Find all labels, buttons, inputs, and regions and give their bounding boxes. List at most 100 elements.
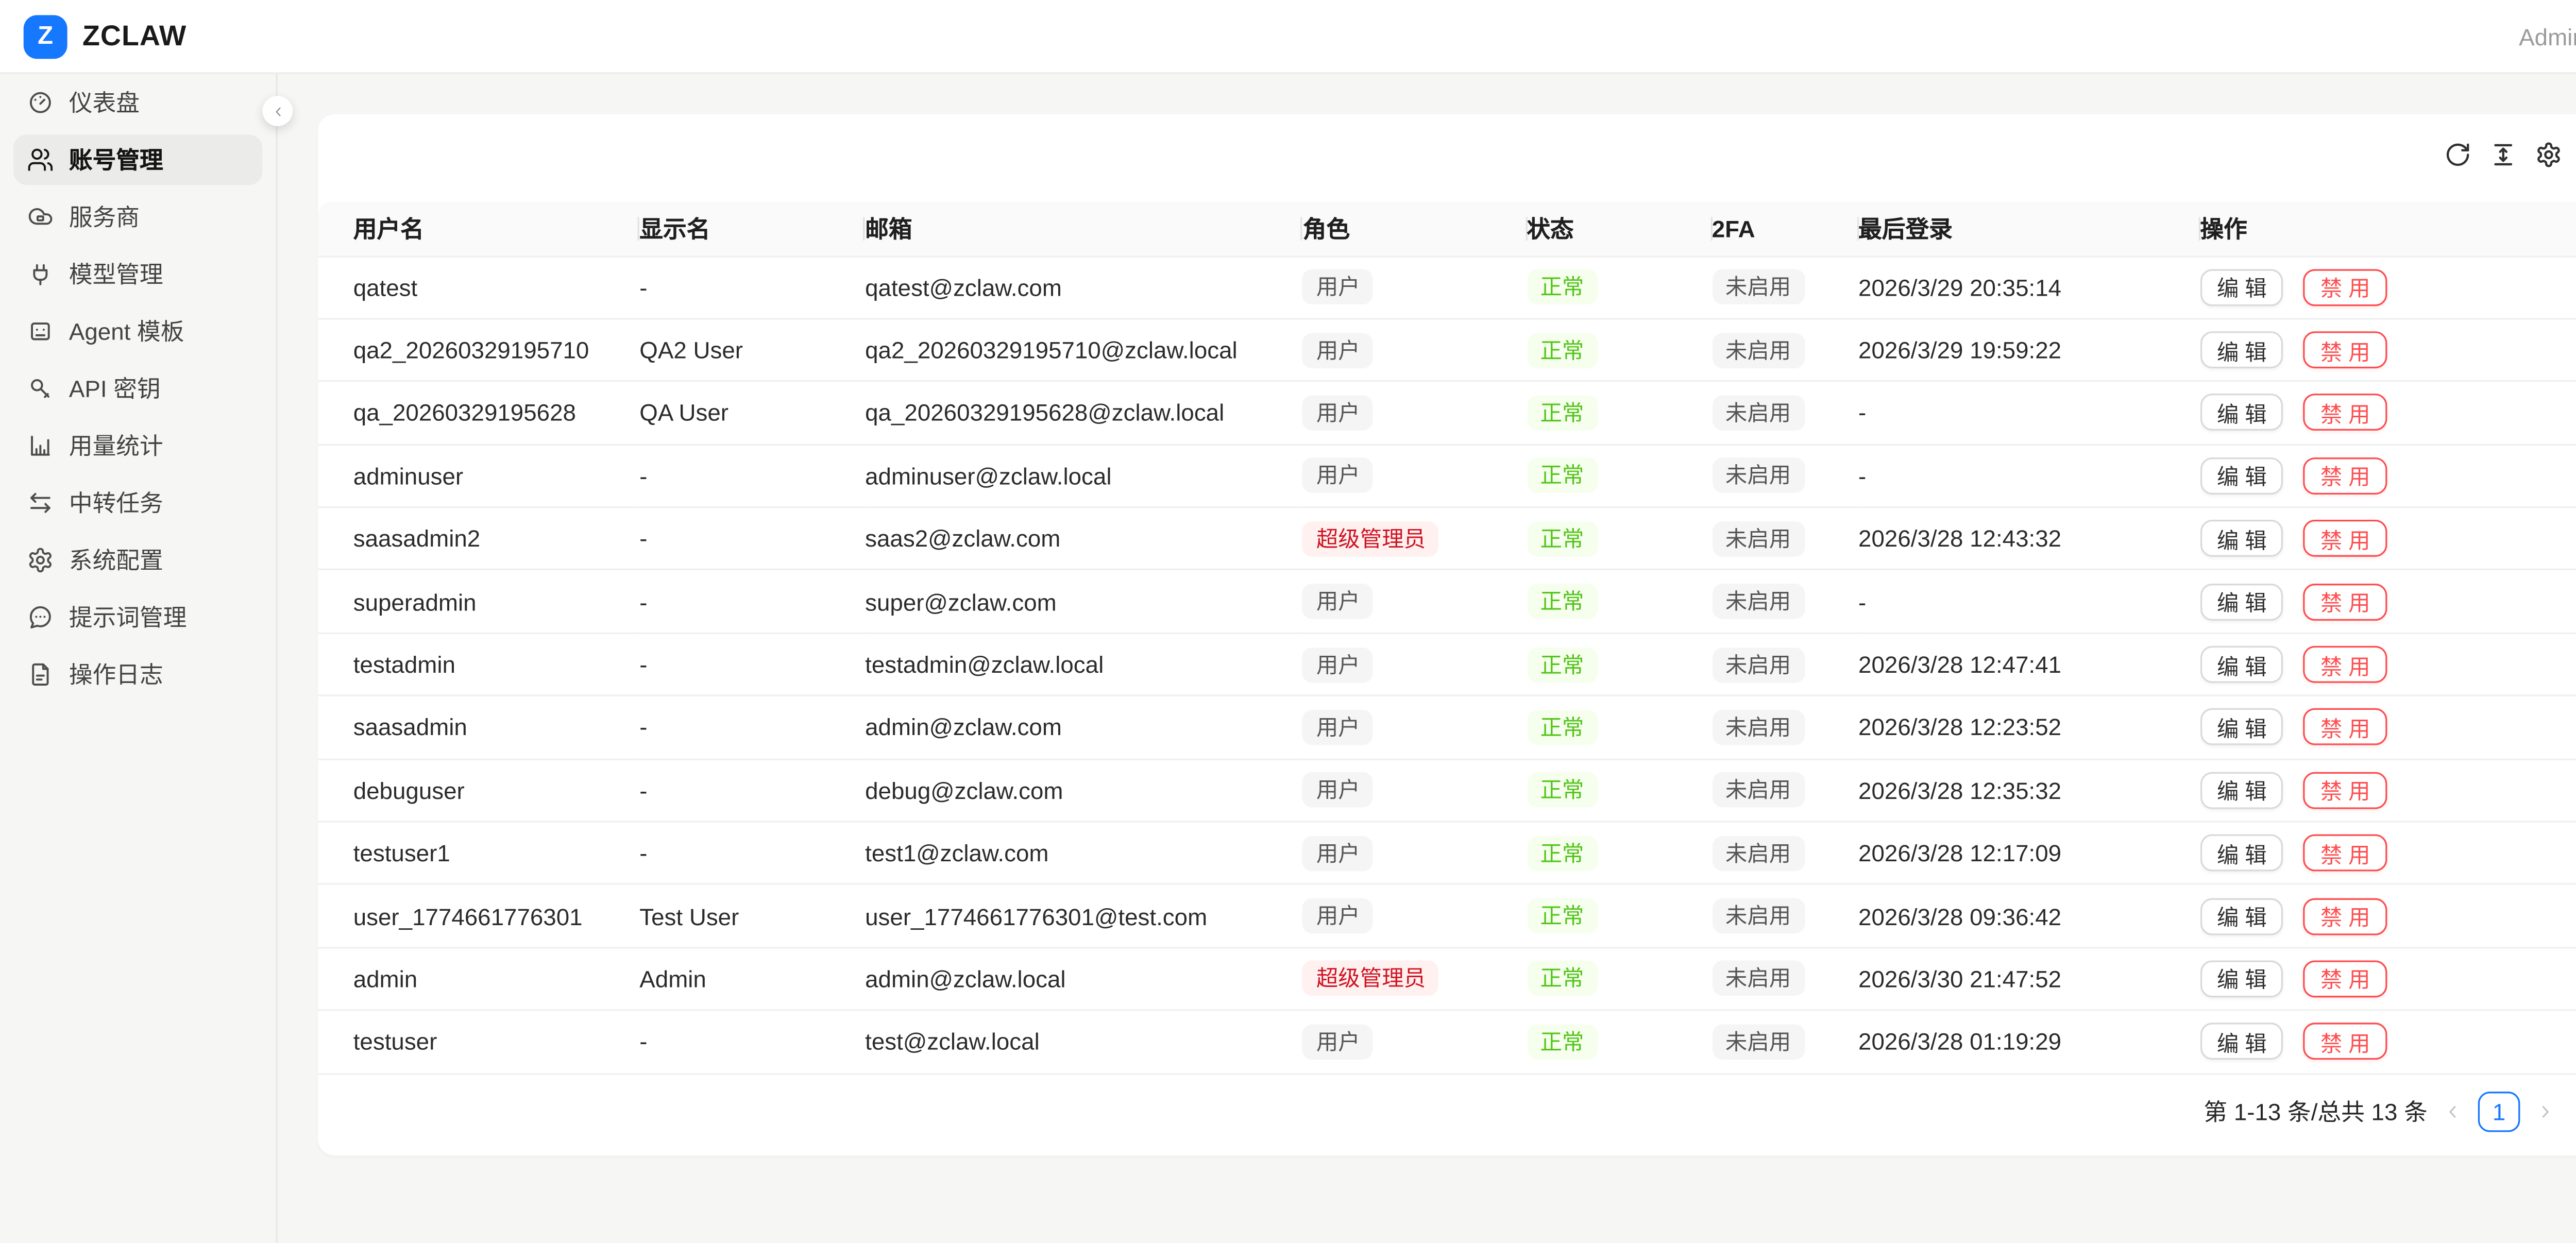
twofa-badge: 未启用	[1711, 521, 1805, 556]
status-badge: 正常	[1527, 269, 1598, 305]
status-badge: 正常	[1527, 646, 1598, 683]
disable-button[interactable]: 禁 用	[2303, 835, 2387, 872]
cell-actions: 编 辑 禁 用	[2200, 318, 2576, 383]
key-icon	[27, 375, 54, 402]
disable-button[interactable]: 禁 用	[2303, 394, 2387, 432]
cell-last-login: 2026/3/28 12:35:32	[1858, 759, 2200, 823]
disable-button[interactable]: 禁 用	[2303, 331, 2387, 369]
edit-button[interactable]: 编 辑	[2200, 835, 2284, 872]
cell-email: super@zclaw.com	[865, 570, 1303, 634]
cell-role: 用户	[1302, 381, 1527, 446]
disable-button[interactable]: 禁 用	[2303, 457, 2387, 495]
disable-button[interactable]: 禁 用	[2303, 645, 2387, 683]
sidebar-collapse-button[interactable]	[262, 96, 293, 126]
edit-button[interactable]: 编 辑	[2200, 331, 2284, 369]
chevron-left-icon	[2443, 1101, 2463, 1121]
cell-role: 用户	[1302, 633, 1527, 697]
disable-button[interactable]: 禁 用	[2303, 583, 2387, 620]
cell-last-login: 2026/3/30 21:47:52	[1858, 947, 2200, 1012]
edit-button[interactable]: 编 辑	[2200, 645, 2284, 683]
cell-last-login: 2026/3/28 12:23:52	[1858, 695, 2200, 760]
refresh-button[interactable]	[2444, 141, 2471, 168]
cell-username: debuguser	[318, 759, 640, 823]
disable-button[interactable]: 禁 用	[2303, 960, 2387, 998]
cell-2fa: 未启用	[1711, 884, 1859, 948]
cell-username: qa_20260329195628	[318, 381, 640, 446]
sidebar-item-cloud[interactable]: 服务商	[13, 192, 262, 242]
cell-username: superadmin	[318, 570, 640, 634]
edit-button[interactable]: 编 辑	[2200, 583, 2284, 620]
column-header-3: 邮箱	[865, 201, 1303, 257]
cell-last-login: 2026/3/28 01:19:29	[1858, 1010, 2200, 1075]
edit-button[interactable]: 编 辑	[2200, 394, 2284, 432]
cell-email: admin@zclaw.com	[865, 695, 1303, 760]
column-settings-button[interactable]	[2535, 141, 2562, 168]
edit-button[interactable]: 编 辑	[2200, 897, 2284, 935]
edit-button[interactable]: 编 辑	[2200, 268, 2284, 306]
role-badge: 用户	[1302, 898, 1374, 934]
sidebar-item-bot[interactable]: Agent 模板	[13, 306, 262, 356]
sidebar-item-users[interactable]: 账号管理	[13, 134, 263, 185]
sidebar-item-chart[interactable]: 用量统计	[13, 420, 262, 471]
disable-button[interactable]: 禁 用	[2303, 709, 2387, 746]
edit-button[interactable]: 编 辑	[2200, 1023, 2284, 1061]
file-icon	[27, 661, 54, 688]
plug-icon	[27, 261, 54, 287]
header-user-label[interactable]: Admin	[2519, 23, 2576, 50]
status-badge: 正常	[1527, 458, 1598, 493]
cell-status: 正常	[1527, 318, 1712, 383]
cell-actions: 编 辑 禁 用	[2200, 822, 2576, 886]
sidebar-item-gear[interactable]: 系统配置	[13, 535, 262, 585]
sidebar-item-message[interactable]: 提示词管理	[13, 592, 262, 642]
disable-button[interactable]: 禁 用	[2303, 1023, 2387, 1061]
cell-actions: 编 辑 禁 用	[2200, 1010, 2576, 1075]
sidebar-item-file[interactable]: 操作日志	[13, 649, 262, 700]
disable-button[interactable]: 禁 用	[2303, 772, 2387, 809]
cell-display-name: QA2 User	[639, 318, 866, 383]
table-header: 用户名 显示名 邮箱 角色 状态 2FA 最后登录 操作	[318, 201, 2576, 257]
cell-status: 正常	[1527, 256, 1712, 320]
disable-button[interactable]: 禁 用	[2303, 897, 2387, 935]
twofa-badge: 未启用	[1711, 835, 1805, 871]
pagination-page-1[interactable]: 1	[2478, 1091, 2520, 1132]
cell-last-login: 2026/3/28 12:47:41	[1858, 633, 2200, 697]
cell-actions: 编 辑 禁 用	[2200, 759, 2576, 823]
pagination-prev-button[interactable]	[2443, 1101, 2463, 1121]
edit-button[interactable]: 编 辑	[2200, 960, 2284, 998]
cell-display-name: Test User	[639, 884, 866, 948]
cell-display-name: -	[639, 633, 866, 697]
disable-button[interactable]: 禁 用	[2303, 268, 2387, 306]
cell-last-login: -	[1858, 444, 2200, 508]
cell-2fa: 未启用	[1711, 822, 1859, 886]
density-button[interactable]	[2490, 141, 2517, 168]
table-row: user_1774661776301 Test User user_177466…	[318, 884, 2576, 948]
edit-button[interactable]: 编 辑	[2200, 520, 2284, 557]
sidebar-item-key[interactable]: API 密钥	[13, 363, 262, 414]
edit-button[interactable]: 编 辑	[2200, 709, 2284, 746]
sidebar-item-gauge[interactable]: 仪表盘	[13, 77, 262, 128]
cell-2fa: 未启用	[1711, 695, 1859, 760]
cell-status: 正常	[1527, 884, 1712, 948]
cell-role: 超级管理员	[1302, 507, 1527, 571]
role-badge: 用户	[1302, 269, 1374, 305]
cell-last-login: 2026/3/28 12:17:09	[1858, 822, 2200, 886]
cell-username: admin	[318, 947, 640, 1012]
pagination-next-button[interactable]	[2535, 1101, 2555, 1121]
sidebar-nav: 仪表盘 账号管理 服务商 模型管理 Agent 模板 API 密钥 用量统计 中…	[0, 77, 276, 700]
cell-2fa: 未启用	[1711, 381, 1859, 446]
cell-2fa: 未启用	[1711, 507, 1859, 571]
table-row: adminuser - adminuser@zclaw.local 用户 正常 …	[318, 444, 2576, 508]
edit-button[interactable]: 编 辑	[2200, 772, 2284, 809]
pagination-summary: 第 1-13 条/总共 13 条	[2204, 1097, 2428, 1125]
sidebar-item-plug[interactable]: 模型管理	[13, 249, 262, 299]
sidebar-item-swap[interactable]: 中转任务	[13, 478, 262, 528]
edit-button[interactable]: 编 辑	[2200, 457, 2284, 495]
cell-role: 用户	[1302, 884, 1527, 948]
cell-display-name: -	[639, 570, 866, 634]
cell-username: testadmin	[318, 633, 640, 697]
disable-button[interactable]: 禁 用	[2303, 520, 2387, 557]
cell-role: 用户	[1302, 695, 1527, 760]
sidebar-item-label: 操作日志	[69, 661, 163, 688]
table-row: superadmin - super@zclaw.com 用户 正常 未启用 -…	[318, 570, 2576, 634]
